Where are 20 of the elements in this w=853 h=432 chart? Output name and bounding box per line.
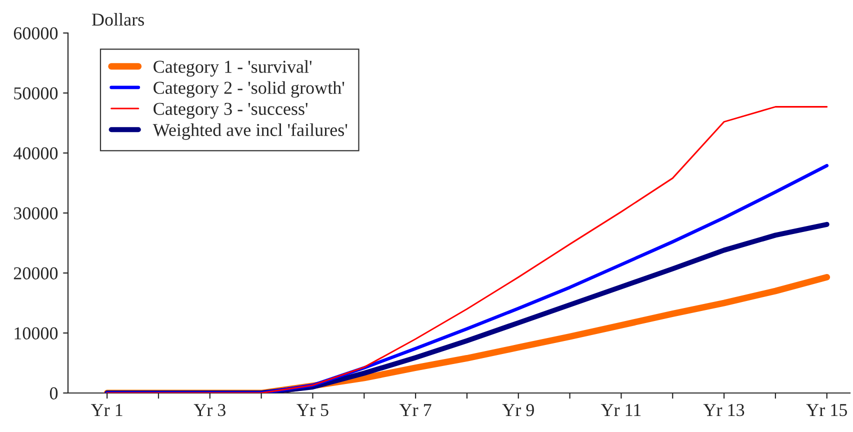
- legend-label: Category 1 - 'survival': [154, 60, 312, 77]
- x-tick-label: Yr 9: [502, 404, 534, 416]
- legend-label: Category 2 - 'solid growth': [154, 81, 344, 98]
- x-tick-label: Yr 7: [399, 404, 432, 416]
- x-tick-label: Yr 3: [194, 404, 226, 416]
- y-tick-label: 50000: [14, 87, 58, 100]
- x-tick-label: Yr 1: [90, 404, 122, 416]
- x-tick-label: Yr 5: [296, 404, 328, 416]
- y-tick-label: 20000: [14, 267, 58, 280]
- y-axis-title: Dollars: [92, 13, 144, 26]
- x-tick-label: Yr 15: [806, 404, 847, 416]
- y-tick-label: 40000: [13, 147, 58, 160]
- y-tick-label: 10000: [14, 327, 58, 340]
- x-tick-label: Yr 11: [600, 404, 641, 416]
- x-tick-label: Yr 13: [703, 404, 744, 416]
- legend-label: Category 3 - 'success': [154, 102, 308, 119]
- y-tick-label: 0: [50, 387, 58, 400]
- y-tick-label: 30000: [14, 207, 58, 220]
- y-tick-label: 60000: [14, 27, 58, 40]
- legend-label: Weighted ave incl 'failures': [152, 123, 348, 140]
